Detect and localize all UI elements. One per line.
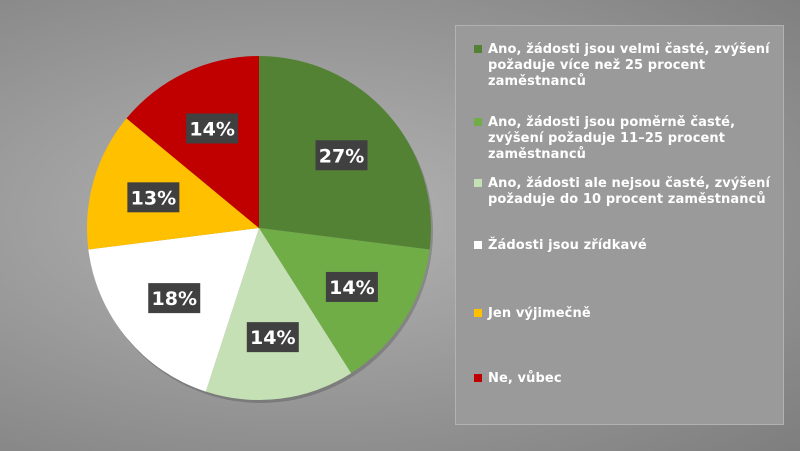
data-label-box (186, 113, 239, 144)
legend-label: Ne, vůbec (488, 371, 562, 386)
pie-slice (205, 228, 352, 400)
data-label: 14% (189, 118, 234, 140)
legend-swatch (474, 45, 482, 53)
legend-swatch (474, 118, 482, 126)
legend-swatch (474, 241, 482, 249)
legend-label: Jen výjimečně (488, 306, 591, 321)
data-label: 18% (152, 288, 197, 310)
legend: Ano, žádosti jsou velmi časté, zvýšení p… (455, 25, 784, 425)
legend-label: Ano, žádosti ale nejsou časté, zvýšení p… (488, 176, 771, 207)
pie-chart: 27% 14% 14% 18% 13% 14% (87, 56, 433, 403)
data-label-box (127, 182, 180, 213)
data-label: 14% (250, 327, 295, 349)
data-label: 27% (319, 145, 364, 167)
data-label: 14% (329, 277, 374, 299)
legend-swatch (474, 309, 482, 317)
legend-swatch (474, 179, 482, 187)
data-label-box (148, 283, 201, 314)
data-label-box (315, 140, 368, 171)
legend-label: Ano, žádosti jsou poměrně časté, zvýšení… (488, 115, 736, 162)
legend-label: Žádosti jsou zřídkavé (488, 238, 647, 253)
legend-swatch (474, 374, 482, 382)
legend-label: Ano, žádosti jsou velmi časté, zvýšení p… (488, 42, 770, 89)
data-label-box (246, 322, 299, 353)
data-label-box (325, 271, 378, 302)
data-label: 13% (131, 187, 176, 209)
